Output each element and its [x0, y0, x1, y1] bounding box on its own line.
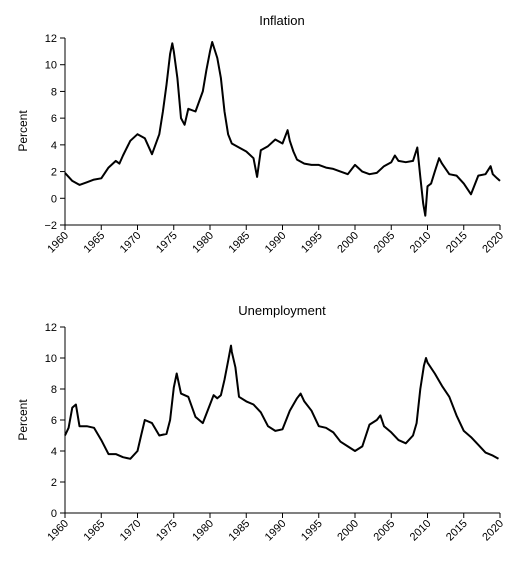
x-tick-label: 1965 — [82, 230, 108, 256]
x-tick-label: 1990 — [263, 230, 289, 256]
chart-title: Inflation — [259, 13, 305, 28]
x-tick-label: 2000 — [335, 518, 361, 544]
y-tick-label: 0 — [51, 508, 57, 520]
x-tick-label: 2010 — [408, 518, 434, 544]
y-tick-label: 4 — [51, 446, 57, 458]
x-tick-label: 1995 — [299, 518, 325, 544]
y-axis-label: Percent — [16, 110, 30, 152]
x-tick-label: 1975 — [154, 518, 180, 544]
x-tick-label: 2015 — [444, 518, 470, 544]
x-tick-label: 2015 — [444, 230, 470, 256]
x-tick-label: 1975 — [154, 230, 180, 256]
y-tick-label: −2 — [44, 220, 57, 232]
x-tick-label: 2010 — [408, 230, 434, 256]
inflation-chart: Inflation Percent −2 0 2 4 6 8 10 12 1960 1965 197… — [16, 13, 506, 255]
unemployment-chart: Unemployment Percent 0 2 4 6 8 10 12 1960 1965 19… — [16, 303, 506, 543]
y-tick-label: 6 — [51, 415, 57, 427]
y-tick-label: 10 — [45, 353, 57, 365]
y-tick-label: 0 — [51, 193, 57, 205]
y-tick-label: 10 — [45, 60, 57, 72]
x-tick-label: 1960 — [45, 230, 71, 256]
y-tick-label: 4 — [51, 140, 57, 152]
y-axis-label: Percent — [16, 399, 30, 441]
x-tick-label: 1980 — [190, 518, 216, 544]
x-tick-label: 2020 — [480, 518, 506, 544]
x-tick-label: 1980 — [190, 230, 216, 256]
series-line — [64, 41, 501, 217]
y-tick-label: 2 — [51, 477, 57, 489]
x-tick-label: 2005 — [372, 518, 398, 544]
x-tick-label: 1985 — [227, 230, 253, 256]
y-tick-label: 8 — [51, 86, 57, 98]
x-tick-label: 1970 — [118, 230, 144, 256]
x-tick-label: 1995 — [299, 230, 325, 256]
y-tick-label: 8 — [51, 384, 57, 396]
axes: 0 2 4 6 8 10 12 1960 1965 1970 1975 1980 1985 1990 199… — [45, 322, 506, 543]
series-marks — [64, 344, 499, 460]
y-tick-label: 2 — [51, 167, 57, 179]
x-tick-label: 1960 — [45, 518, 71, 544]
series-marks — [64, 41, 501, 217]
chart-title: Unemployment — [238, 303, 326, 318]
x-tick-label: 2020 — [480, 230, 506, 256]
x-tick-label: 2000 — [335, 230, 361, 256]
x-tick-label: 1970 — [118, 518, 144, 544]
y-tick-label: 12 — [45, 33, 57, 45]
x-tick-label: 2005 — [372, 230, 398, 256]
axes: −2 0 2 4 6 8 10 12 1960 1965 1970 1975 1980 1985 1990 1… — [44, 33, 506, 255]
series-line — [64, 344, 499, 460]
y-tick-label: 12 — [45, 322, 57, 334]
x-tick-label: 1965 — [82, 518, 108, 544]
y-tick-label: 6 — [51, 113, 57, 125]
x-tick-label: 1985 — [227, 518, 253, 544]
x-tick-label: 1990 — [263, 518, 289, 544]
